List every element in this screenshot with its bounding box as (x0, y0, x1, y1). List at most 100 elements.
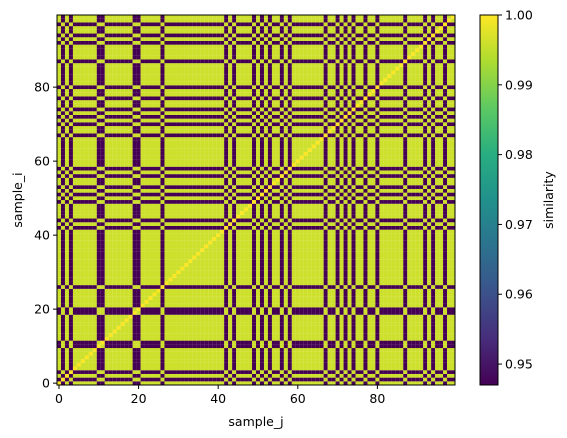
heatmap-cell (72, 311, 77, 315)
heatmap-cell (172, 211, 177, 215)
heatmap-cell (232, 307, 237, 312)
heatmap-cell (57, 299, 62, 304)
heatmap-cell (252, 225, 257, 230)
heatmap-cell (263, 222, 268, 226)
heatmap-cell (303, 240, 308, 245)
heatmap-cell (299, 248, 304, 252)
heatmap-cell (196, 359, 201, 363)
heatmap-cell (84, 311, 89, 315)
heatmap-cell (283, 233, 288, 238)
heatmap-cell (299, 336, 304, 341)
heatmap-cell (299, 362, 304, 367)
heatmap-cell (443, 303, 448, 308)
heatmap-cell (451, 281, 456, 286)
heatmap-cell (407, 218, 412, 223)
heatmap-cell (391, 285, 396, 289)
heatmap-cell (291, 355, 296, 360)
heatmap-cell (319, 288, 324, 293)
heatmap-cell (447, 203, 452, 208)
heatmap-cell (439, 222, 444, 226)
heatmap-cell (419, 373, 424, 378)
heatmap-cell (399, 362, 404, 367)
heatmap-cell (96, 322, 101, 326)
heatmap-cell (180, 211, 185, 215)
heatmap-cell (283, 381, 288, 386)
heatmap-cell (443, 207, 448, 212)
heatmap-cell (391, 329, 396, 334)
heatmap-cell (427, 311, 432, 315)
heatmap-cell (204, 244, 209, 249)
heatmap-cell (435, 262, 440, 267)
heatmap-cell (72, 344, 77, 349)
heatmap-cell (327, 381, 332, 386)
heatmap-cell (76, 355, 81, 360)
heatmap-cell (331, 359, 336, 363)
heatmap-cell (168, 207, 173, 212)
heatmap-cell (331, 222, 336, 226)
heatmap-cell (431, 244, 436, 249)
heatmap-cell (283, 214, 288, 219)
heatmap-cell (156, 336, 161, 341)
heatmap-cell (200, 225, 205, 230)
heatmap-cell (303, 344, 308, 349)
heatmap-cell (244, 270, 249, 275)
heatmap-cell (152, 277, 157, 282)
heatmap-cell (256, 333, 261, 337)
heatmap-cell (315, 274, 320, 278)
heatmap-cell (256, 344, 261, 349)
heatmap-cell (72, 285, 77, 289)
heatmap-cell (224, 311, 229, 315)
heatmap-cell (259, 262, 265, 267)
heatmap-cell (240, 229, 245, 234)
heatmap-cell (57, 200, 62, 204)
heatmap-cell (311, 344, 316, 349)
heatmap-cell (176, 355, 181, 360)
heatmap-cell (92, 211, 97, 215)
heatmap-cell (76, 270, 81, 275)
heatmap-cell (263, 303, 268, 308)
heatmap-cell (355, 370, 360, 374)
heatmap-cell (204, 292, 209, 297)
heatmap-cell (347, 373, 352, 378)
heatmap-cell (176, 255, 181, 260)
heatmap-cell (407, 359, 412, 363)
heatmap-cell (84, 203, 89, 208)
heatmap-cell (407, 211, 412, 215)
heatmap-cell (176, 307, 181, 312)
heatmap-cell (240, 329, 245, 334)
heatmap-cell (96, 211, 101, 215)
heatmap-cell (311, 285, 316, 289)
heatmap-cell (136, 237, 141, 241)
heatmap-cell (136, 322, 141, 326)
heatmap-cell (367, 329, 372, 334)
heatmap-cell (295, 344, 300, 349)
heatmap-cell (283, 348, 288, 352)
heatmap-cell (84, 322, 89, 326)
heatmap-cell (287, 373, 292, 378)
heatmap-cell (291, 336, 296, 341)
heatmap-cell (291, 359, 296, 363)
heatmap-cell (295, 251, 300, 256)
heatmap-cell (116, 311, 121, 315)
heatmap-cell (88, 359, 93, 363)
heatmap-cell (411, 200, 416, 204)
heatmap-cell (120, 281, 125, 286)
heatmap-cell (120, 348, 125, 352)
heatmap-cell (279, 362, 284, 367)
heatmap-cell (339, 200, 344, 204)
heatmap-cell (287, 355, 292, 360)
heatmap-cell (192, 307, 197, 312)
heatmap-cell (343, 303, 348, 308)
heatmap-cell (216, 281, 221, 286)
heatmap-cell (307, 207, 312, 212)
heatmap-cell (375, 336, 380, 341)
heatmap-cell (232, 381, 237, 386)
heatmap-cell (236, 370, 241, 374)
heatmap-cell (275, 203, 280, 208)
heatmap-cell (423, 348, 428, 352)
heatmap-cell (267, 266, 272, 271)
heatmap-cell (244, 277, 249, 282)
heatmap-cell (259, 218, 265, 223)
heatmap-cell (140, 244, 145, 249)
heatmap-cell (339, 355, 344, 360)
